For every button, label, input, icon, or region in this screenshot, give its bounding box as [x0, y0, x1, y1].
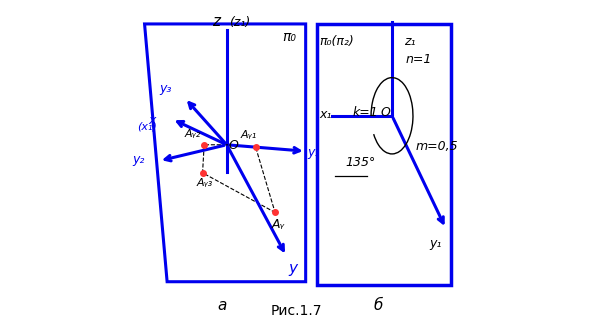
Text: z₁: z₁ [404, 35, 416, 48]
Text: Aᵧ₃: Aᵧ₃ [196, 178, 213, 188]
Text: y₂: y₂ [132, 153, 144, 166]
Text: (x₁): (x₁) [137, 121, 157, 131]
Text: Рис.1.7: Рис.1.7 [271, 304, 321, 318]
Text: z: z [213, 14, 220, 29]
Bar [317, 24, 451, 285]
Text: π₀: π₀ [282, 31, 296, 45]
Text: Aᵧ₁: Aᵧ₁ [240, 130, 257, 140]
Text: (z₁): (z₁) [229, 16, 250, 29]
Text: y₁: y₁ [429, 237, 442, 250]
Text: Aᵧ₂: Aᵧ₂ [185, 129, 201, 139]
Text: k=1: k=1 [352, 106, 378, 119]
Text: 135°: 135° [345, 156, 375, 169]
Text: x: x [149, 114, 156, 127]
Text: O: O [381, 106, 390, 119]
Text: a: a [217, 298, 227, 313]
Text: x₁: x₁ [319, 108, 332, 121]
Text: y: y [288, 261, 297, 276]
Text: Aᵧ: Aᵧ [272, 218, 285, 231]
Text: y₁: y₁ [307, 146, 320, 159]
Text: б: б [374, 298, 383, 313]
Text: y₃: y₃ [160, 82, 172, 95]
Text: π₀(π₂): π₀(π₂) [319, 35, 354, 48]
Text: m=0,5: m=0,5 [415, 140, 458, 153]
Text: n=1: n=1 [406, 53, 432, 66]
Text: O: O [229, 139, 238, 152]
